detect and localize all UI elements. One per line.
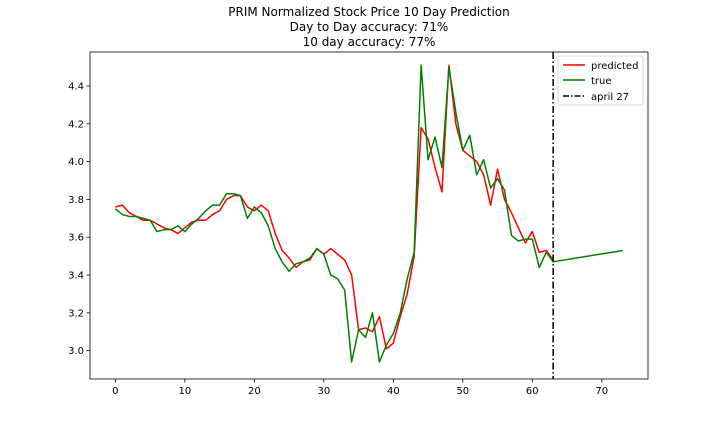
chart-subtitle-10day-accuracy: 10 day accuracy: 77% — [303, 35, 436, 49]
y-tick-label: 3.8 — [68, 195, 84, 206]
axis-ticks: 0 10 20 30 40 50 60 70 3.0 3.2 3.4 3.6 3.8 4.0 4.2 4.4 — [68, 82, 608, 397]
chart-title-group: PRIM Normalized Stock Price 10 Day Predi… — [228, 5, 509, 49]
x-tick-label: 30 — [317, 386, 330, 397]
series-line-predicted — [115, 64, 554, 350]
x-tick-label: 70 — [595, 386, 608, 397]
chart-subtitle-day-accuracy: Day to Day accuracy: 71% — [290, 20, 449, 34]
y-tick-label: 4.2 — [68, 119, 84, 130]
chart-title: PRIM Normalized Stock Price 10 Day Predi… — [228, 5, 509, 19]
legend-label-april-27: april 27 — [591, 92, 629, 103]
series-layer — [114, 52, 623, 379]
plot-frame — [89, 51, 649, 380]
y-tick-label: 4.4 — [68, 82, 84, 93]
legend-label-true: true — [591, 76, 612, 87]
y-tick-label: 3.2 — [68, 308, 84, 319]
legend-label-predicted: predicted — [591, 61, 638, 72]
y-tick-label: 3.0 — [68, 346, 84, 357]
legend-box — [557, 55, 644, 106]
y-tick-label: 3.6 — [68, 233, 84, 244]
y-tick-label: 3.4 — [68, 271, 84, 282]
x-tick-label: 40 — [387, 386, 400, 397]
x-tick-label: 20 — [248, 386, 261, 397]
x-tick-label: 60 — [526, 386, 539, 397]
x-tick-label: 10 — [178, 386, 191, 397]
legend: predicted true april 27 — [557, 55, 644, 106]
y-tick-label: 4.0 — [68, 157, 84, 168]
series-line-true — [114, 64, 623, 363]
x-tick-label: 50 — [456, 386, 469, 397]
x-tick-label: 0 — [112, 386, 118, 397]
